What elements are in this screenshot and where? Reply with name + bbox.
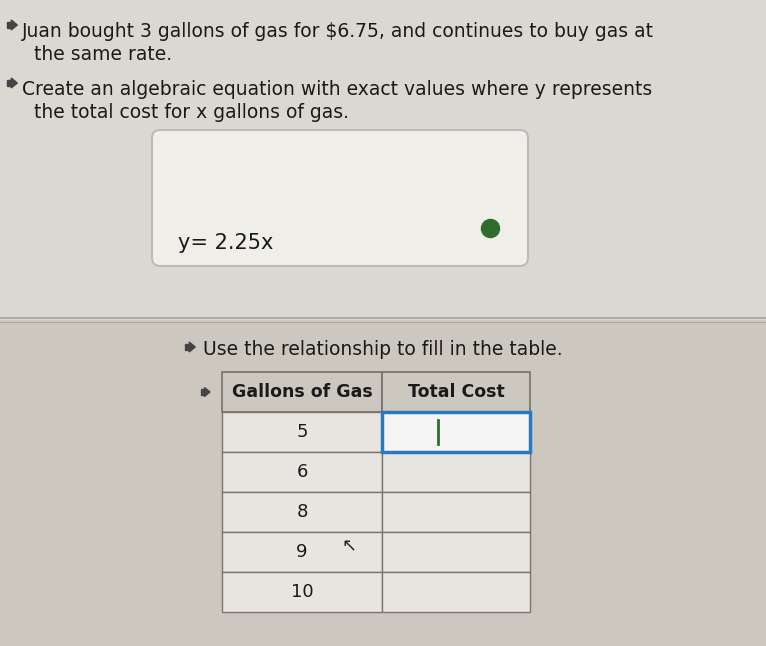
Text: 6: 6 [296,463,308,481]
Text: ↖: ↖ [342,537,357,555]
Bar [222,452,382,492]
Bar [382,452,530,492]
Text: 9: 9 [296,543,308,561]
FancyBboxPatch shape [152,130,528,266]
Bar [0,320,766,646]
Bar [382,412,530,452]
Polygon shape [189,342,195,352]
Polygon shape [8,22,11,28]
Text: 10: 10 [290,583,313,601]
Text: Use the relationship to fill in the table.: Use the relationship to fill in the tabl… [203,340,562,359]
Polygon shape [185,344,189,350]
Polygon shape [11,78,18,88]
Bar [222,372,382,412]
Text: Create an algebraic equation with exact values where y represents: Create an algebraic equation with exact … [22,80,653,99]
Text: the total cost for x gallons of gas.: the total cost for x gallons of gas. [22,103,349,122]
Bar [382,532,530,572]
Bar [382,492,530,532]
Text: Total Cost: Total Cost [408,383,504,401]
Polygon shape [8,80,11,86]
Text: the same rate.: the same rate. [22,45,172,64]
Bar [222,572,382,612]
Text: Juan bought 3 gallons of gas for $6.75, and continues to buy gas at: Juan bought 3 gallons of gas for $6.75, … [22,22,654,41]
Bar [382,372,530,412]
Bar [222,492,382,532]
Bar [222,412,382,452]
Bar [222,532,382,572]
Text: y= 2.25x: y= 2.25x [178,233,273,253]
Text: 8: 8 [296,503,308,521]
Bar [382,572,530,612]
Text: 5: 5 [296,423,308,441]
Text: Gallons of Gas: Gallons of Gas [231,383,372,401]
Bar [0,0,766,320]
Polygon shape [11,20,18,30]
Polygon shape [201,389,205,395]
Polygon shape [205,388,210,397]
